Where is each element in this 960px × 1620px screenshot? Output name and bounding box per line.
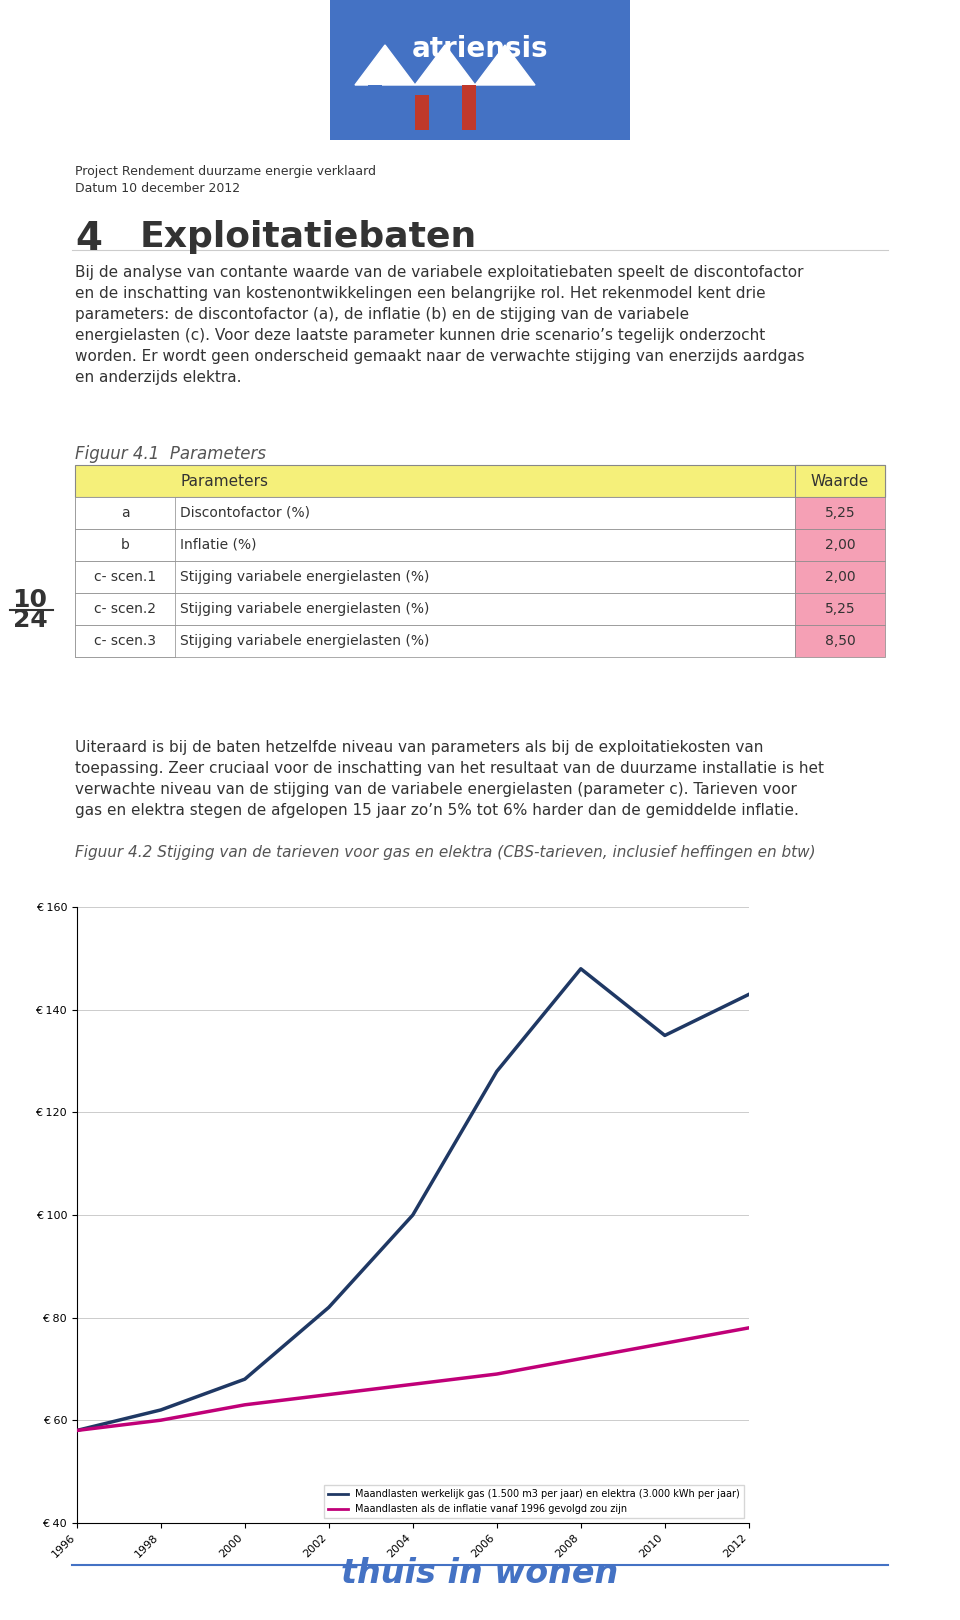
FancyBboxPatch shape	[75, 593, 175, 625]
Legend: Maandlasten werkelijk gas (1.500 m3 per jaar) en elektra (3.000 kWh per jaar), M: Maandlasten werkelijk gas (1.500 m3 per …	[324, 1486, 744, 1518]
Text: a: a	[121, 505, 130, 520]
Text: Project Rendement duurzame energie verklaard: Project Rendement duurzame energie verkl…	[75, 165, 376, 178]
FancyBboxPatch shape	[75, 497, 175, 530]
Text: Datum 10 december 2012: Datum 10 december 2012	[75, 181, 240, 194]
FancyBboxPatch shape	[75, 593, 795, 625]
FancyBboxPatch shape	[75, 497, 795, 530]
Text: Uiteraard is bij de baten hetzelfde niveau van parameters als bij de exploitatie: Uiteraard is bij de baten hetzelfde nive…	[75, 740, 824, 818]
Text: 10: 10	[12, 588, 47, 612]
Text: 2,00: 2,00	[825, 570, 855, 583]
Text: Inflatie (%): Inflatie (%)	[180, 538, 256, 552]
FancyBboxPatch shape	[795, 593, 885, 625]
Text: 4: 4	[75, 220, 102, 258]
Text: Bij de analyse van contante waarde van de variabele exploitatiebaten speelt de d: Bij de analyse van contante waarde van d…	[75, 266, 804, 386]
FancyBboxPatch shape	[75, 530, 795, 561]
Text: 24: 24	[12, 608, 47, 632]
Text: Exploitatiebaten: Exploitatiebaten	[140, 220, 477, 254]
FancyBboxPatch shape	[75, 561, 795, 593]
Text: Figuur 4.1  Parameters: Figuur 4.1 Parameters	[75, 446, 266, 463]
Text: Stijging variabele energielasten (%): Stijging variabele energielasten (%)	[180, 633, 429, 648]
FancyBboxPatch shape	[795, 561, 885, 593]
FancyBboxPatch shape	[795, 465, 885, 497]
Polygon shape	[415, 45, 475, 84]
FancyBboxPatch shape	[795, 530, 885, 561]
Text: Discontofactor (%): Discontofactor (%)	[180, 505, 310, 520]
Text: 5,25: 5,25	[825, 505, 855, 520]
Text: 2,00: 2,00	[825, 538, 855, 552]
FancyBboxPatch shape	[75, 465, 885, 497]
FancyBboxPatch shape	[462, 84, 476, 130]
FancyBboxPatch shape	[795, 497, 885, 530]
Text: Parameters: Parameters	[180, 473, 268, 489]
Text: Figuur 4.2 Stijging van de tarieven voor gas en elektra (CBS-tarieven, inclusief: Figuur 4.2 Stijging van de tarieven voor…	[75, 846, 816, 860]
Text: Stijging variabele energielasten (%): Stijging variabele energielasten (%)	[180, 603, 429, 616]
Text: thuis in wonen: thuis in wonen	[342, 1557, 618, 1589]
FancyBboxPatch shape	[75, 625, 795, 658]
Text: c- scen.1: c- scen.1	[94, 570, 156, 583]
Polygon shape	[355, 45, 415, 84]
Text: Stijging variabele energielasten (%): Stijging variabele energielasten (%)	[180, 570, 429, 583]
Text: 8,50: 8,50	[825, 633, 855, 648]
Text: Waarde: Waarde	[811, 473, 869, 489]
Text: c- scen.3: c- scen.3	[94, 633, 156, 648]
FancyBboxPatch shape	[330, 0, 630, 139]
FancyBboxPatch shape	[415, 96, 429, 130]
FancyBboxPatch shape	[795, 625, 885, 658]
FancyBboxPatch shape	[75, 625, 175, 658]
Text: b: b	[121, 538, 130, 552]
FancyBboxPatch shape	[75, 561, 175, 593]
Text: 5,25: 5,25	[825, 603, 855, 616]
Text: atriensis: atriensis	[412, 36, 548, 63]
FancyBboxPatch shape	[75, 530, 175, 561]
Polygon shape	[475, 45, 535, 84]
FancyBboxPatch shape	[368, 84, 382, 130]
Text: c- scen.2: c- scen.2	[94, 603, 156, 616]
